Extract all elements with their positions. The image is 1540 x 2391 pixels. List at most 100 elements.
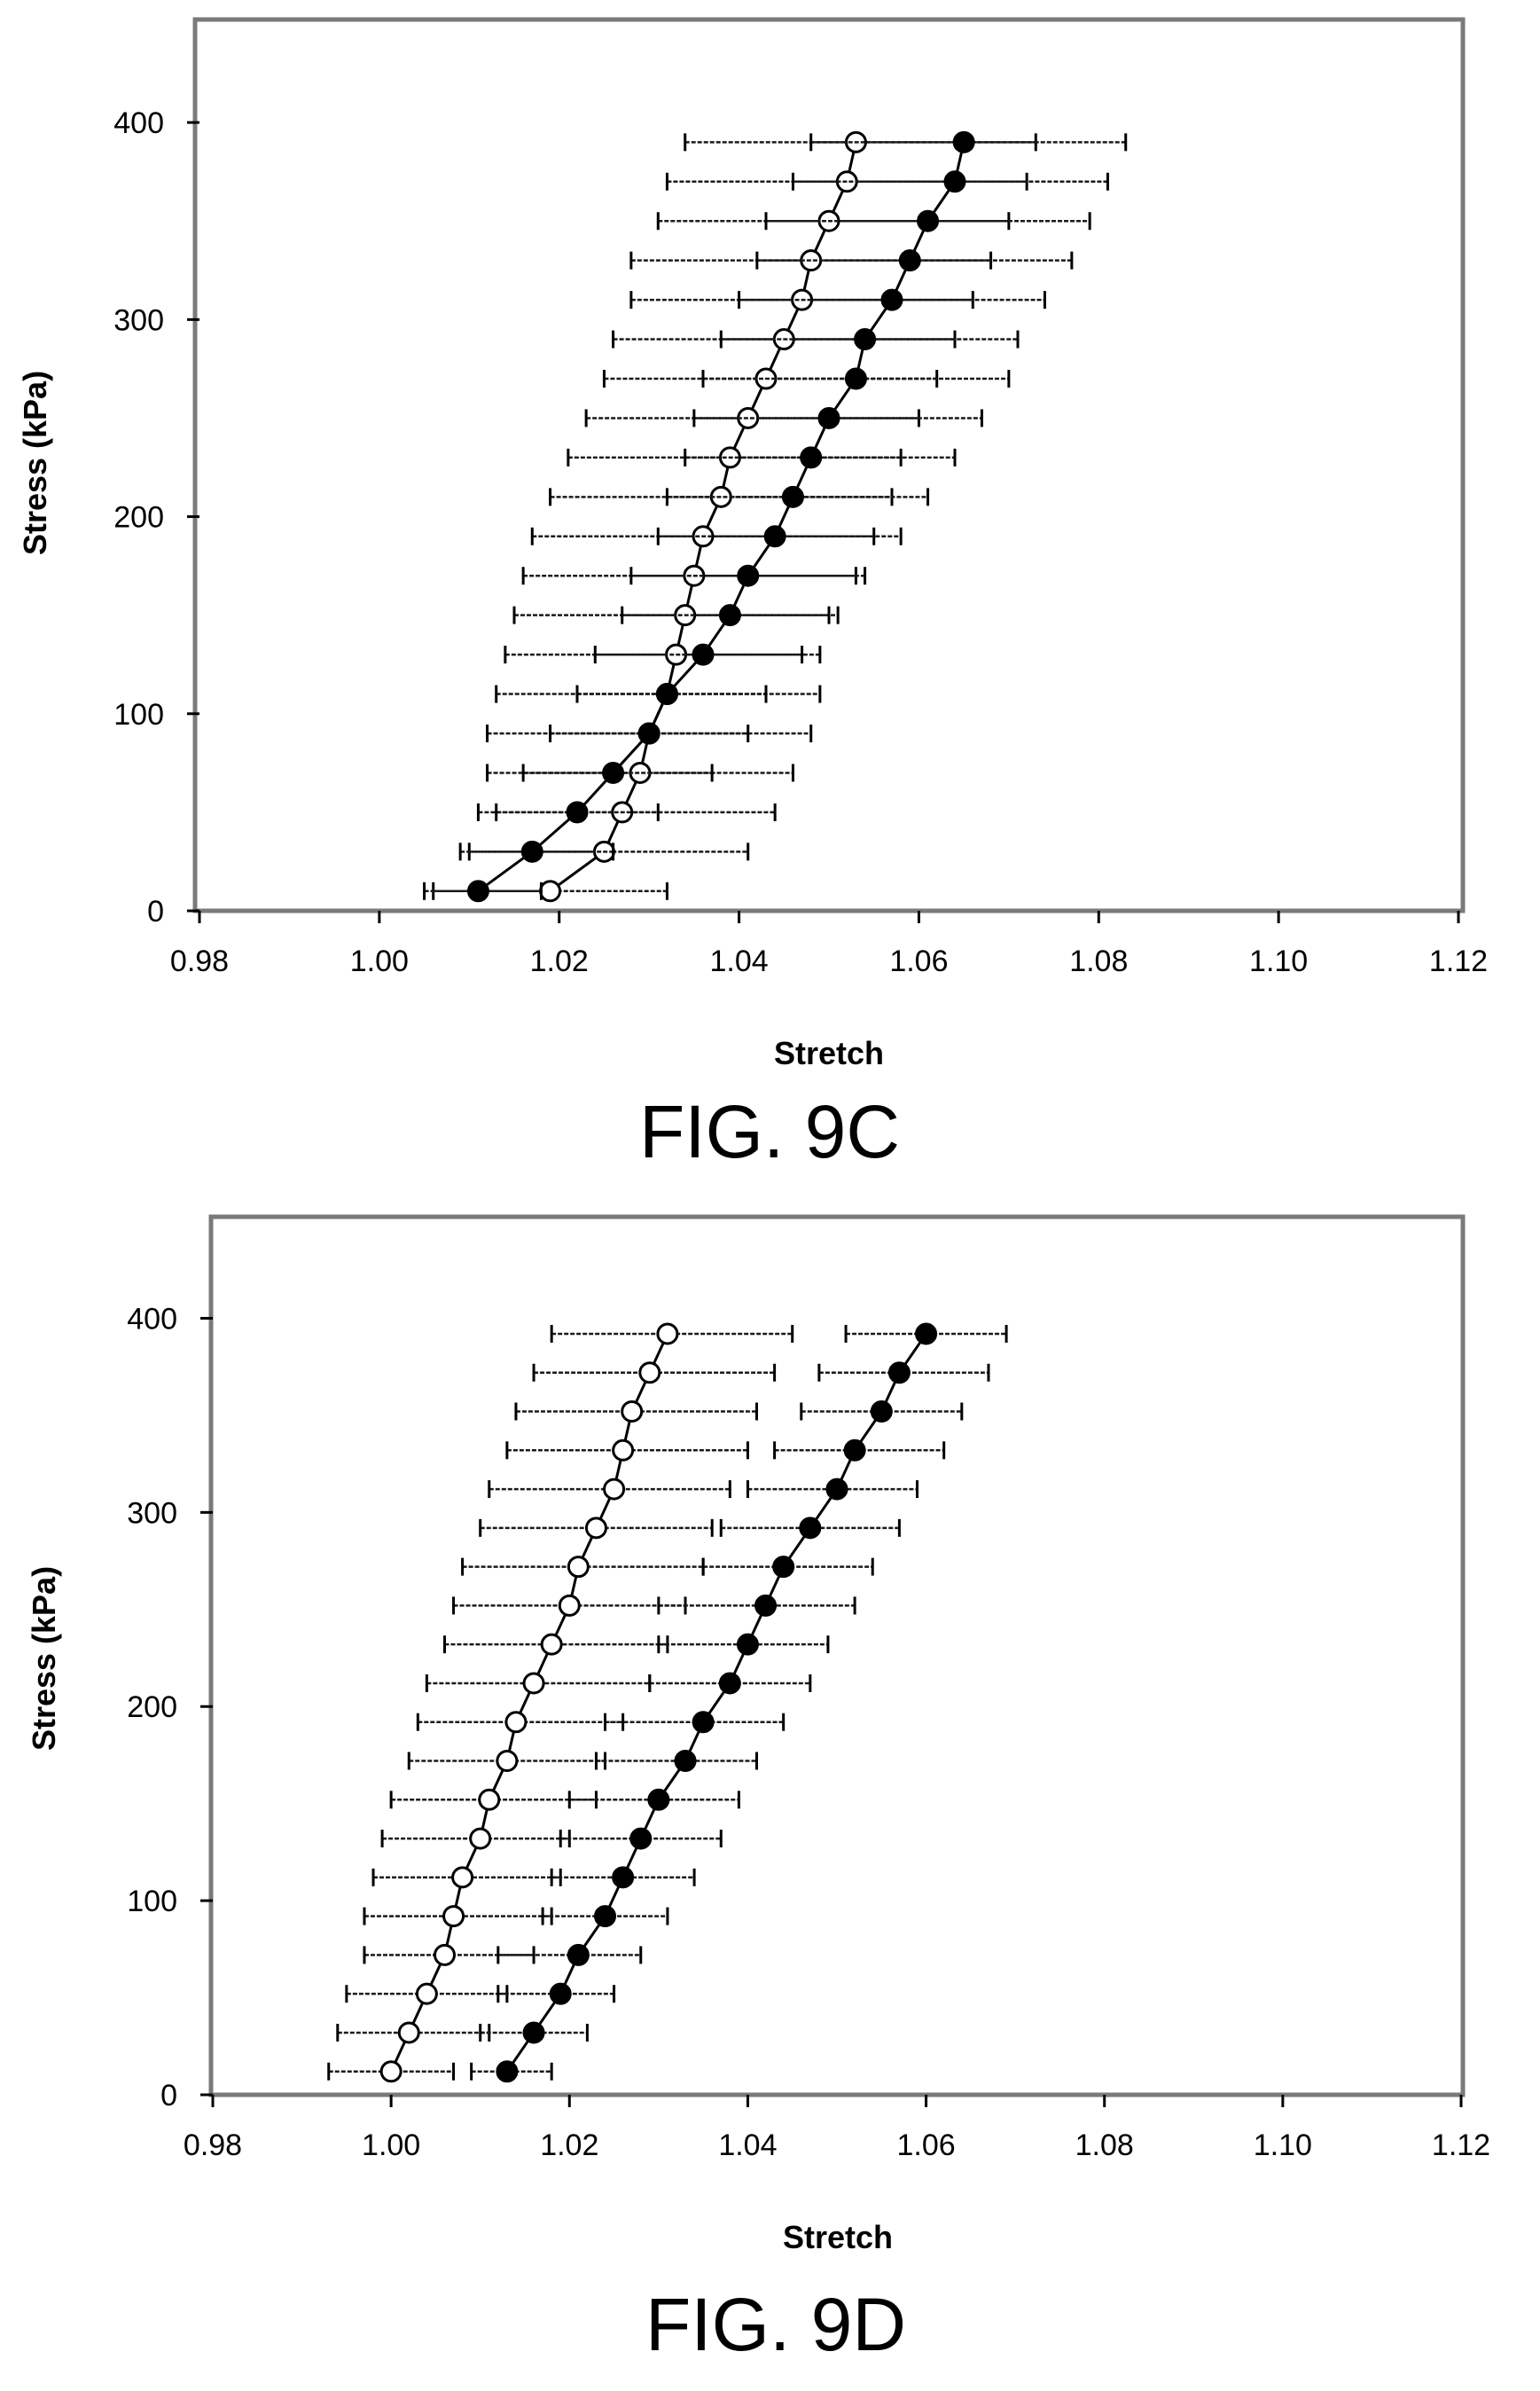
y-tick-label: 0 xyxy=(147,895,164,929)
data-point-filled xyxy=(602,761,625,784)
data-point-open xyxy=(504,1711,528,1734)
x-tick-label: 1.06 xyxy=(896,2128,955,2162)
x-tick-label: 1.12 xyxy=(1429,945,1488,978)
figure-caption: FIG. 9C xyxy=(639,1090,900,1173)
data-point-open xyxy=(496,1750,519,1773)
data-point-filled xyxy=(466,880,489,903)
data-point-filled xyxy=(799,1517,822,1540)
data-point-filled xyxy=(655,683,678,706)
data-point-filled xyxy=(754,1594,778,1617)
data-point-filled xyxy=(781,485,804,508)
data-point-open xyxy=(629,761,652,784)
y-axis-label: Stress (kPa) xyxy=(26,1566,62,1751)
data-point-filled xyxy=(854,328,877,351)
data-point-open xyxy=(621,1400,644,1423)
data-point-filled xyxy=(647,1788,670,1811)
data-point-open xyxy=(522,1672,545,1695)
data-point-filled xyxy=(800,446,823,469)
y-tick-label: 100 xyxy=(127,1885,177,1918)
x-tick-labels: 0.98 1.00 1.02 1.04 1.06 1.08 1.10 1.12 xyxy=(170,945,1488,978)
y-tick-label: 400 xyxy=(113,106,164,140)
data-point-filled xyxy=(520,840,543,863)
data-point-filled xyxy=(952,130,975,153)
plot-frame xyxy=(192,17,1466,913)
axes xyxy=(200,1316,1463,2107)
data-point-filled xyxy=(692,1711,715,1734)
x-tick-label: 0.98 xyxy=(184,2128,242,2162)
data-point-filled xyxy=(736,1633,759,1656)
data-point-filled xyxy=(549,1982,572,2005)
x-axis-label: Stretch xyxy=(783,2219,893,2255)
data-point-open xyxy=(442,1905,465,1928)
y-tick-label: 0 xyxy=(160,2079,177,2113)
chart-panel-9d: 0.98 1.00 1.02 1.04 1.06 1.08 1.10 1.12 0 100 200… xyxy=(26,1214,1490,2366)
data-point-filled xyxy=(843,1439,866,1462)
data-point-filled xyxy=(887,1361,911,1384)
series-filled xyxy=(423,130,1128,903)
data-point-open xyxy=(656,1322,679,1345)
data-point-filled xyxy=(496,2060,519,2083)
data-point-open xyxy=(584,1517,607,1540)
x-tick-label: 1.02 xyxy=(530,945,589,978)
data-point-filled xyxy=(772,1556,795,1579)
y-tick-label: 400 xyxy=(127,1302,177,1336)
x-tick-label: 1.04 xyxy=(718,2128,777,2162)
data-point-filled xyxy=(566,801,589,824)
figure-caption: FIG. 9D xyxy=(645,2283,906,2366)
x-tick-label: 0.98 xyxy=(170,945,229,978)
data-point-open xyxy=(379,2060,403,2083)
data-point-filled xyxy=(718,604,741,627)
data-point-filled xyxy=(880,288,903,311)
y-tick-label: 200 xyxy=(113,501,164,535)
data-point-open xyxy=(558,1594,581,1617)
data-point-open xyxy=(451,1866,474,1889)
x-tick-label: 1.06 xyxy=(889,945,948,978)
y-tick-labels: 0 100 200 300 400 xyxy=(127,1302,177,2113)
data-point-open xyxy=(540,1633,563,1656)
data-point-filled xyxy=(718,1672,741,1695)
series-filled xyxy=(470,1322,1008,2083)
data-point-filled xyxy=(522,2021,545,2044)
data-point-filled xyxy=(692,643,715,666)
data-point-filled xyxy=(844,367,867,390)
data-point-open xyxy=(567,1556,590,1579)
x-tick-label: 1.00 xyxy=(362,2128,420,2162)
y-axis-label: Stress (kPa) xyxy=(17,371,53,555)
data-point-open xyxy=(433,1943,456,1966)
x-tick-label: 1.08 xyxy=(1075,2128,1134,2162)
plot-area xyxy=(327,1322,1008,2083)
data-point-open xyxy=(397,2021,420,2044)
data-point-open xyxy=(478,1788,501,1811)
data-point-open xyxy=(612,1439,635,1462)
data-point-open xyxy=(415,1982,438,2005)
chart-panel-9c: 0.98 1.00 1.02 1.04 1.06 1.08 1.10 1.12 0 100 200… xyxy=(17,17,1488,1173)
x-tick-labels: 0.98 1.00 1.02 1.04 1.06 1.08 1.10 1.12 xyxy=(184,2128,1490,2162)
plot-frame xyxy=(208,1214,1466,2097)
series-open xyxy=(327,1322,794,2083)
plot-area xyxy=(423,130,1128,903)
x-tick-label: 1.12 xyxy=(1432,2128,1490,2162)
y-tick-label: 300 xyxy=(113,303,164,337)
data-point-filled xyxy=(825,1478,848,1501)
x-tick-label: 1.08 xyxy=(1069,945,1128,978)
y-tick-label: 200 xyxy=(127,1690,177,1724)
data-point-filled xyxy=(763,525,786,548)
data-point-filled xyxy=(637,722,661,745)
x-tick-label: 1.10 xyxy=(1254,2128,1312,2162)
data-point-filled xyxy=(915,1322,938,1345)
data-point-filled xyxy=(612,1866,635,1889)
data-point-filled xyxy=(737,564,760,587)
x-tick-label: 1.10 xyxy=(1249,945,1308,978)
axes xyxy=(187,121,1460,923)
y-tick-label: 300 xyxy=(127,1496,177,1530)
x-tick-label: 1.00 xyxy=(350,945,409,978)
data-point-filled xyxy=(898,249,921,272)
data-point-filled xyxy=(594,1905,617,1928)
data-point-filled xyxy=(917,209,940,232)
data-point-filled xyxy=(943,170,966,193)
x-tick-label: 1.04 xyxy=(709,945,768,978)
data-point-filled xyxy=(629,1827,653,1850)
data-point-open xyxy=(469,1827,492,1850)
y-tick-labels: 0 100 200 300 400 xyxy=(113,106,164,929)
